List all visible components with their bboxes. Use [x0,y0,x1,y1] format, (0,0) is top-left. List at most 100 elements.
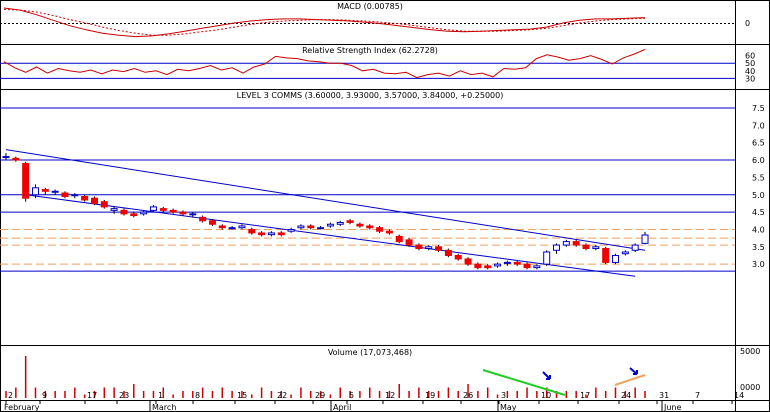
x-month-label: February [4,403,40,412]
x-day-label: 12 [385,391,395,400]
x-day-label: 31 [659,391,669,400]
candle-body [572,241,580,246]
candle-body [248,228,256,234]
macd-series-dotted [3,8,646,36]
candle-body [267,232,275,236]
candle-body [258,232,266,236]
candle-body [602,248,610,263]
candle-body [415,244,423,250]
candle-body [484,265,492,269]
volume-panel [5,356,646,398]
candle-body [159,208,167,211]
candle-body [395,235,403,243]
candle-body [238,225,246,229]
candle-body [199,216,207,222]
x-day-label: 5 [349,391,354,400]
candle-body [307,225,315,229]
candle-body [543,251,551,265]
x-day-label: 29 [315,391,325,400]
x-day-label: 17 [580,391,590,400]
x-day-label: 8 [195,391,200,400]
candle-body [533,265,541,269]
candle-body [356,223,364,227]
candle-body [297,225,305,229]
arrow-icon [542,371,551,380]
rsi-tick-label: 50 [745,59,755,68]
x-month-label: April [333,403,351,412]
candle-body [228,227,236,230]
candle-body [454,254,462,260]
candle-body [51,190,59,193]
x-day-label: 22 [277,391,287,400]
candle-body [376,227,384,232]
candle-body [169,209,177,213]
price-tick-label: 7.5 [752,104,765,113]
candle-body [631,244,639,251]
candle-body [22,163,30,199]
x-day-label: 9 [42,391,47,400]
candle-body [326,223,334,227]
candle-body [140,211,148,215]
candle-body [179,211,187,215]
x-day-label: 23 [119,391,129,400]
price-panel [0,107,735,277]
candle-body [366,225,374,229]
price-tick-label: 7.0 [752,121,765,130]
x-day-label: 2 [8,391,13,400]
candle-body [71,194,79,197]
macd-tick-label: 0 [745,19,750,28]
volume-title: Volume (17,073,468) [328,348,412,357]
candle-body [405,239,413,246]
channel-upper-line [5,149,646,251]
rsi-tick-label: 60 [745,52,755,61]
x-day-label: 26 [463,391,473,400]
volume-trend-green [482,369,566,396]
candle-body [592,246,600,250]
candle-body [189,213,197,216]
candle-body [2,156,10,159]
candle-body [582,244,590,250]
candle-body [218,225,226,229]
price-tick-label: 4.0 [752,225,765,234]
candle-body [90,197,98,204]
candle-body [110,208,118,211]
candle-body [336,222,344,225]
x-day-label: 19 [425,391,435,400]
candle-body [503,261,511,264]
candle-body [41,189,49,192]
candle-body [494,263,502,267]
candle-body [425,246,433,250]
candle-body [61,192,69,197]
candle-body [612,254,620,263]
price-tick-label: 5.5 [752,173,765,182]
arrow-icon [629,367,638,375]
candle-body [317,227,325,230]
candle-body [641,234,649,244]
price-tick-label: 4.5 [752,208,765,217]
channel-lower-line [25,194,636,277]
rsi-line [3,49,646,79]
candle-body [287,228,295,232]
x-month-label: May [500,403,517,412]
price-tick-label: 6.0 [752,156,765,165]
price-tick-label: 6.5 [752,139,765,148]
x-month-label: March [152,403,176,412]
candle-body [562,241,570,246]
candle-body [31,187,39,196]
volume-trend-orange [614,374,646,386]
candle-body [553,244,561,251]
candle-body [346,220,354,224]
candle-body [208,220,216,225]
macd-panel [0,7,735,38]
candle-body [120,209,128,215]
candle-body [435,246,443,251]
rsi-panel [0,49,735,79]
price-tick-label: 5.0 [752,191,765,200]
candle-body [130,213,138,217]
rsi-title: Relative Strength Index (62.2728) [302,46,438,55]
x-day-label: 15 [237,391,247,400]
candle-body [444,249,452,256]
candle-body [12,157,20,161]
x-day-label: 10 [541,391,551,400]
